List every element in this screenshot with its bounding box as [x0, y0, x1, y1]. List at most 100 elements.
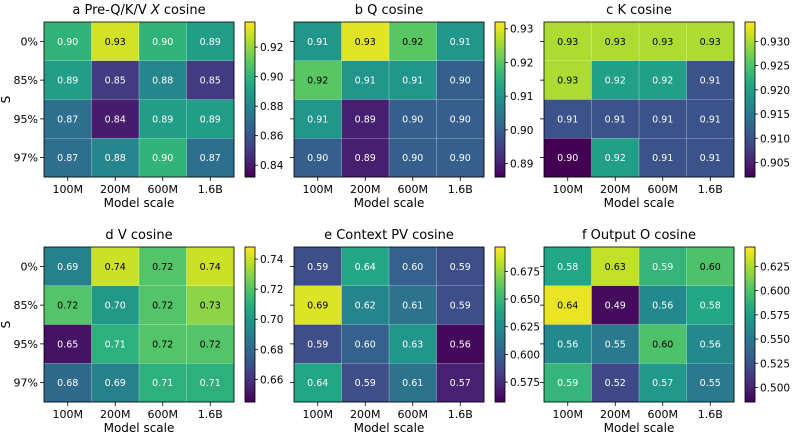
- colorbar-segment: [245, 319, 255, 323]
- panel-title: d V cosine: [105, 228, 172, 243]
- colorbar-segment: [245, 53, 255, 57]
- cell-value-label: 0.56: [700, 339, 721, 350]
- colorbar-segment: [745, 68, 755, 72]
- colorbar-segment: [495, 112, 505, 116]
- colorbar-segment: [495, 319, 505, 323]
- colorbar-segment: [495, 84, 505, 88]
- cell-value-label: 0.87: [200, 153, 221, 164]
- cell-value-label: 0.56: [450, 339, 471, 350]
- colorbar-segment: [495, 309, 505, 313]
- colorbar-segment: [745, 358, 755, 362]
- cell-value-label: 0.68: [57, 378, 78, 389]
- colorbar-segment: [245, 296, 255, 300]
- colorbar-segment: [245, 254, 255, 258]
- cell-value-label: 0.55: [700, 378, 721, 389]
- cell-value-label: 0.84: [105, 114, 126, 125]
- colorbar-segment: [495, 27, 505, 31]
- heatmap-cell: [591, 22, 640, 62]
- heatmap-cell: [544, 363, 592, 403]
- colorbar-segment: [245, 371, 255, 375]
- colorbar-segment: [495, 96, 505, 100]
- panel-letter: e: [324, 228, 336, 243]
- colorbar-segment: [245, 122, 255, 126]
- colorbar-segment: [495, 394, 505, 398]
- colorbar-frame: [494, 21, 506, 178]
- x-tick-label: 1.6B: [448, 408, 473, 421]
- colorbar-segment: [245, 115, 255, 119]
- cell-value-label: 0.56: [652, 301, 673, 312]
- heatmap-cell: [44, 363, 92, 403]
- colorbar-segment: [245, 84, 255, 88]
- colorbar-segment: [245, 120, 255, 124]
- colorbar-segment: [245, 37, 255, 41]
- colorbar-segment: [745, 86, 755, 90]
- colorbar-segment: [495, 386, 505, 390]
- colorbar-segment: [495, 81, 505, 85]
- colorbar-segment: [245, 381, 255, 385]
- colorbar-segment: [745, 327, 755, 331]
- colorbar-segment: [745, 151, 755, 155]
- cell-value-label: 0.64: [557, 301, 578, 312]
- colorbar-segment: [495, 94, 505, 98]
- heatmap-cell: [294, 99, 342, 139]
- colorbar-tick-label: 0.930: [760, 36, 790, 48]
- colorbar-segment: [745, 288, 755, 292]
- cell-value-label: 0.64: [307, 378, 328, 389]
- colorbar-segment: [745, 324, 755, 328]
- colorbar-segment: [495, 381, 505, 385]
- colorbar-segment: [745, 42, 755, 46]
- heatmap-cell: [389, 285, 437, 325]
- colorbar-segment: [495, 42, 505, 46]
- colorbar-segment: [245, 117, 255, 121]
- colorbar-segment: [495, 342, 505, 346]
- colorbar-segment: [245, 288, 255, 292]
- colorbar-segment: [245, 355, 255, 359]
- colorbar-segment: [745, 99, 755, 103]
- cell-value-label: 0.59: [355, 378, 376, 389]
- heatmap-cell: [639, 60, 687, 100]
- colorbar-segment: [745, 363, 755, 367]
- cell-value-label: 0.71: [105, 339, 126, 350]
- x-tick-label: 600M: [398, 183, 429, 196]
- colorbar-segment: [495, 352, 505, 356]
- colorbar-segment: [245, 257, 255, 261]
- colorbar-segment: [495, 345, 505, 349]
- colorbar-segment: [495, 73, 505, 77]
- colorbar-segment: [495, 378, 505, 382]
- heatmap-cell: [436, 363, 485, 403]
- colorbar-segment: [495, 396, 505, 400]
- heatmap-cell: [639, 99, 687, 139]
- colorbar-segment: [745, 278, 755, 282]
- heatmap-cell: [639, 285, 687, 325]
- heatmap-cell: [139, 285, 187, 325]
- colorbar-segment: [745, 267, 755, 271]
- colorbar-segment: [495, 148, 505, 152]
- heatmap-cell: [544, 99, 592, 139]
- colorbar-segment: [495, 47, 505, 51]
- cell-value-label: 0.91: [307, 37, 328, 48]
- colorbar-segment: [245, 329, 255, 333]
- colorbar-segment: [495, 127, 505, 131]
- colorbar-segment: [745, 381, 755, 385]
- colorbar-segment: [745, 319, 755, 323]
- y-tick-label: 0%: [21, 260, 38, 273]
- colorbar-tick-label: 0.915: [760, 109, 790, 121]
- colorbar-tick-label: 0.93: [510, 24, 533, 36]
- x-tick-label: 200M: [600, 408, 631, 421]
- colorbar-frame: [744, 246, 756, 403]
- colorbar-segment: [745, 55, 755, 59]
- colorbar-segment: [245, 324, 255, 328]
- cell-value-label: 0.59: [557, 378, 578, 389]
- colorbar-segment: [245, 166, 255, 170]
- x-tick-label: 1.6B: [198, 408, 223, 421]
- panel-letter: f: [582, 228, 591, 243]
- panel-title: b Q cosine: [355, 3, 423, 18]
- colorbar-segment: [495, 166, 505, 170]
- heatmap-cell: [591, 285, 640, 325]
- colorbar-segment: [245, 376, 255, 380]
- colorbar-segment: [245, 45, 255, 49]
- colorbar-tick-label: 0.920: [760, 85, 790, 97]
- colorbar-segment: [245, 247, 255, 251]
- cell-value-label: 0.92: [605, 153, 626, 164]
- colorbar-segment: [495, 249, 505, 253]
